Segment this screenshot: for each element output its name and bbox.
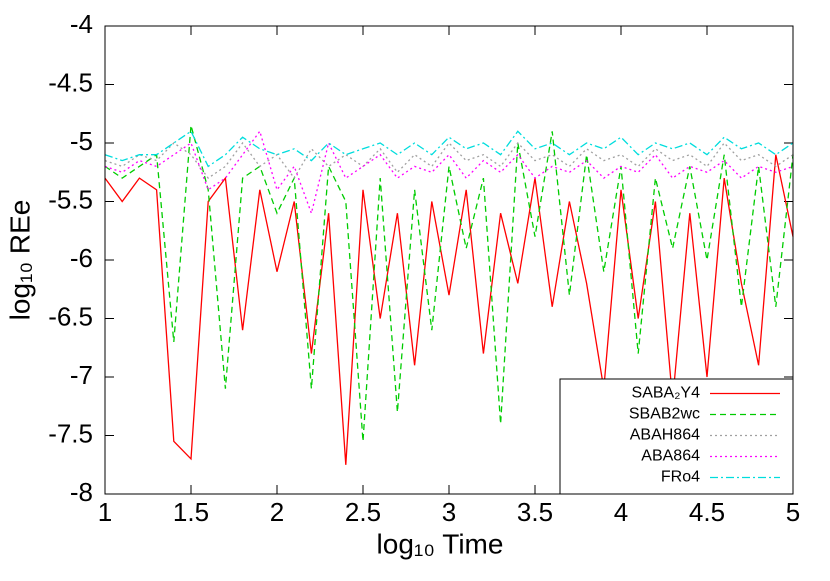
legend-label: SBAB2wc [629, 406, 700, 423]
x-axis-label: log₁₀ Time [377, 528, 504, 559]
x-tick-label: 3 [442, 497, 456, 527]
x-tick-label: 1 [98, 497, 112, 527]
legend-label: FRo4 [661, 469, 700, 486]
x-tick-label: 2.5 [345, 497, 381, 527]
y-tick-label: -8 [70, 477, 93, 507]
x-tick-label: 4.5 [689, 497, 725, 527]
x-tick-label: 3.5 [517, 497, 553, 527]
legend-label: ABA864 [641, 448, 700, 465]
legend-box [559, 378, 794, 495]
series-line [104, 130, 794, 168]
plot-border [104, 25, 794, 495]
x-tick-label: 4 [614, 497, 628, 527]
x-tick-label: 1.5 [173, 497, 209, 527]
y-tick-label: -4 [70, 9, 93, 39]
y-tick-label: -4.5 [48, 67, 93, 97]
y-tick-label: -7.5 [48, 418, 93, 448]
y-tick-label: -5.5 [48, 184, 93, 214]
y-tick-label: -7 [70, 360, 93, 390]
y-tick-label: -5 [70, 126, 93, 156]
x-tick-label: 5 [786, 497, 800, 527]
series-line [104, 154, 794, 465]
x-tick-label: 2 [270, 497, 284, 527]
series-line [104, 141, 794, 180]
y-tick-label: -6 [70, 243, 93, 273]
legend-label: SABA₂Y4 [632, 385, 701, 402]
y-tick-label: -6.5 [48, 301, 93, 331]
legend-label: ABAH864 [630, 427, 700, 444]
y-axis-label: log₁₀ REe [4, 200, 35, 321]
